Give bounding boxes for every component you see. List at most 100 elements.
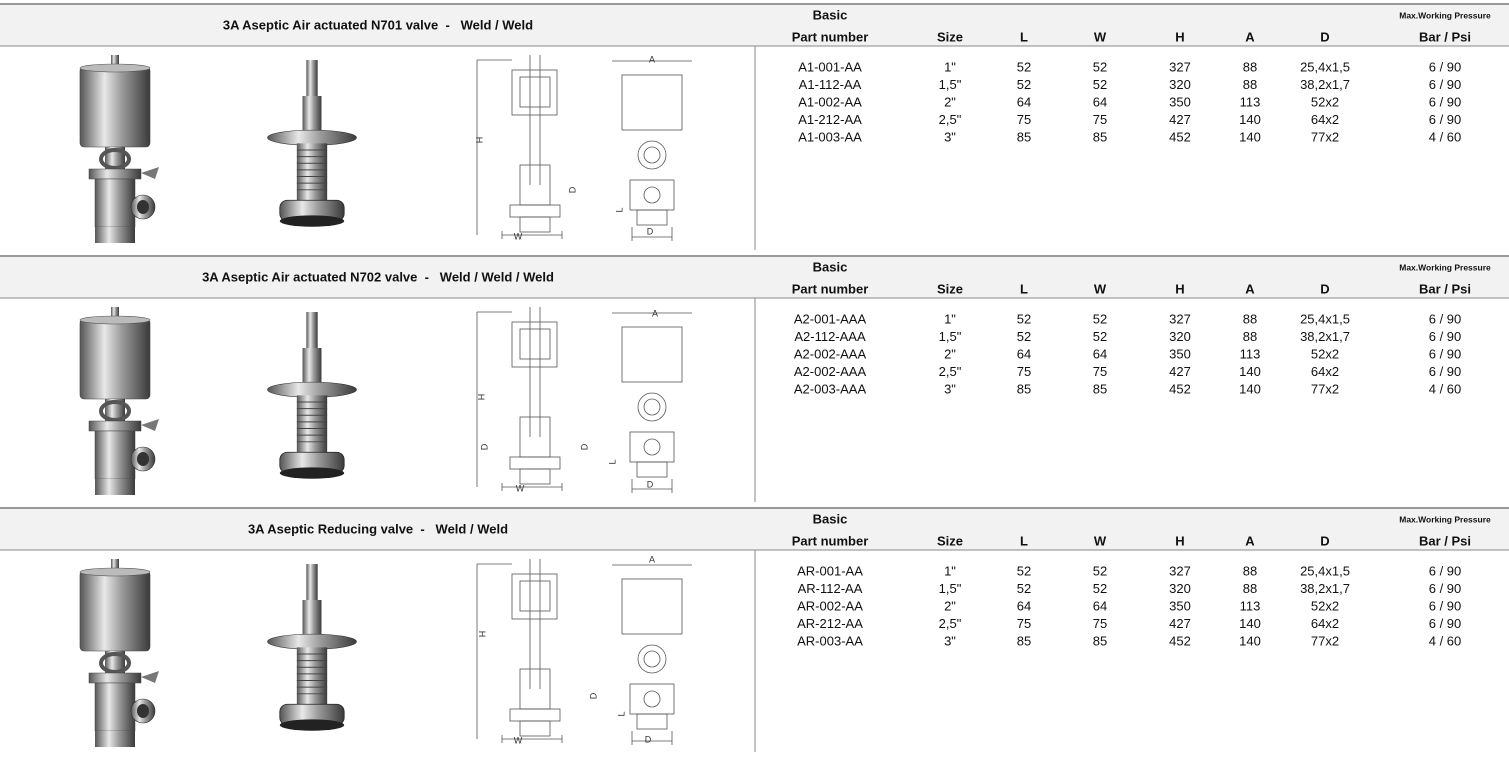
table-cell: 1" — [944, 311, 956, 326]
column-header: Size — [937, 29, 963, 44]
table-cell: 85 — [1093, 381, 1107, 396]
table-cell: 88 — [1243, 77, 1257, 92]
table-cell: 75 — [1093, 616, 1107, 631]
drawing-label: A — [649, 554, 655, 564]
column-header: D — [1320, 281, 1329, 296]
table-cell: 452 — [1169, 381, 1191, 396]
table-cell: 52 — [1017, 563, 1031, 578]
table-cell: 113 — [1240, 346, 1261, 361]
column-header: W — [1094, 281, 1107, 296]
table-cell: 452 — [1169, 633, 1191, 648]
table-cell: 350 — [1169, 94, 1191, 109]
drawing-label: D — [647, 226, 654, 236]
dimension-drawing — [476, 55, 692, 242]
drawing-label: W — [514, 735, 523, 745]
table-cell: 75 — [1017, 112, 1031, 127]
table-cell: 140 — [1239, 381, 1261, 396]
table-cell: 52 — [1093, 581, 1107, 596]
column-header: Max.Working Pressure — [1399, 10, 1491, 20]
table-cell: 6 / 90 — [1429, 598, 1462, 613]
table-cell: 6 / 90 — [1429, 329, 1462, 344]
drawing-label: L — [607, 459, 617, 464]
table-cell: 1" — [944, 59, 956, 74]
table-cell: 140 — [1239, 616, 1261, 631]
table-cell: 1,5" — [939, 581, 962, 596]
table-cell: 85 — [1017, 129, 1031, 144]
table-cell: 2" — [944, 598, 956, 613]
table-cell: 77x2 — [1311, 129, 1339, 144]
table-cell: A1-002-AA — [798, 94, 862, 109]
table-cell: AR-001-AA — [797, 563, 863, 578]
table-cell: 350 — [1169, 598, 1191, 613]
table-cell: 52x2 — [1311, 94, 1339, 109]
table-cell: 88 — [1243, 329, 1257, 344]
column-header: H — [1175, 29, 1184, 44]
table-cell: 64x2 — [1311, 616, 1339, 631]
table-cell: 85 — [1093, 129, 1107, 144]
drawing-label: H — [476, 394, 486, 401]
table-cell: 452 — [1169, 129, 1191, 144]
table-cell: 6 / 90 — [1429, 581, 1462, 596]
table-cell: 38,2x1,7 — [1300, 77, 1350, 92]
table-cell: 6 / 90 — [1429, 94, 1462, 109]
table-cell: 140 — [1239, 129, 1261, 144]
column-header: A — [1245, 533, 1255, 548]
table-cell: 52 — [1093, 563, 1107, 578]
table-cell: 6 / 90 — [1429, 112, 1462, 127]
table-cell: 52 — [1093, 77, 1107, 92]
table-cell: 427 — [1169, 112, 1191, 127]
column-header: W — [1094, 29, 1107, 44]
table-cell: 85 — [1017, 381, 1031, 396]
drawing-label: A — [652, 308, 658, 318]
valve-stem-photo — [266, 312, 358, 480]
table-cell: 25,4x1,5 — [1300, 59, 1350, 74]
table-cell: 6 / 90 — [1429, 346, 1462, 361]
column-header: L — [1020, 533, 1028, 548]
table-cell: 327 — [1169, 311, 1191, 326]
table-cell: 25,4x1,5 — [1300, 563, 1350, 578]
table-cell: 140 — [1239, 633, 1261, 648]
table-cell: 3" — [944, 129, 956, 144]
table-cell: AR-212-AA — [797, 616, 863, 631]
table-cell: A2-001-AAA — [794, 311, 867, 326]
table-cell: 3" — [944, 633, 956, 648]
table-cell: 1" — [944, 563, 956, 578]
valve-photo — [78, 559, 161, 749]
column-header: D — [1320, 29, 1329, 44]
table-cell: 113 — [1240, 94, 1261, 109]
column-header: Basic — [813, 259, 848, 274]
drawing-label: D — [567, 186, 577, 193]
column-header: Bar / Psi — [1419, 533, 1471, 548]
table-cell: 1,5" — [939, 329, 962, 344]
table-cell: 113 — [1240, 598, 1261, 613]
table-cell: 38,2x1,7 — [1300, 329, 1350, 344]
table-cell: 88 — [1243, 563, 1257, 578]
column-header: Bar / Psi — [1419, 281, 1471, 296]
table-cell: AR-112-AA — [798, 581, 863, 596]
drawing-label: H — [474, 137, 484, 144]
table-cell: 327 — [1169, 563, 1191, 578]
header-band — [0, 508, 1509, 550]
table-cell: 4 / 60 — [1429, 381, 1462, 396]
table-cell: 52 — [1017, 77, 1031, 92]
table-cell: 88 — [1243, 311, 1257, 326]
table-cell: 77x2 — [1311, 633, 1339, 648]
drawing-label: D — [588, 692, 598, 699]
table-cell: A1-001-AA — [798, 59, 862, 74]
section-title: 3A Aseptic Reducing valve - Weld / Weld — [248, 521, 508, 536]
table-cell: 6 / 90 — [1429, 311, 1462, 326]
section-title: 3A Aseptic Air actuated N702 valve - Wel… — [202, 269, 554, 284]
table-cell: 2,5" — [939, 364, 962, 379]
table-cell: 88 — [1243, 581, 1257, 596]
column-header: Basic — [813, 511, 848, 526]
table-cell: 427 — [1169, 364, 1191, 379]
table-cell: 320 — [1169, 329, 1191, 344]
drawing-label: W — [516, 483, 525, 493]
table-cell: 38,2x1,7 — [1300, 581, 1350, 596]
table-cell: A2-002-AAA — [794, 364, 867, 379]
table-cell: A2-003-AAA — [794, 381, 867, 396]
table-cell: 4 / 60 — [1429, 129, 1462, 144]
table-cell: 2" — [944, 346, 956, 361]
table-cell: 64x2 — [1311, 112, 1339, 127]
